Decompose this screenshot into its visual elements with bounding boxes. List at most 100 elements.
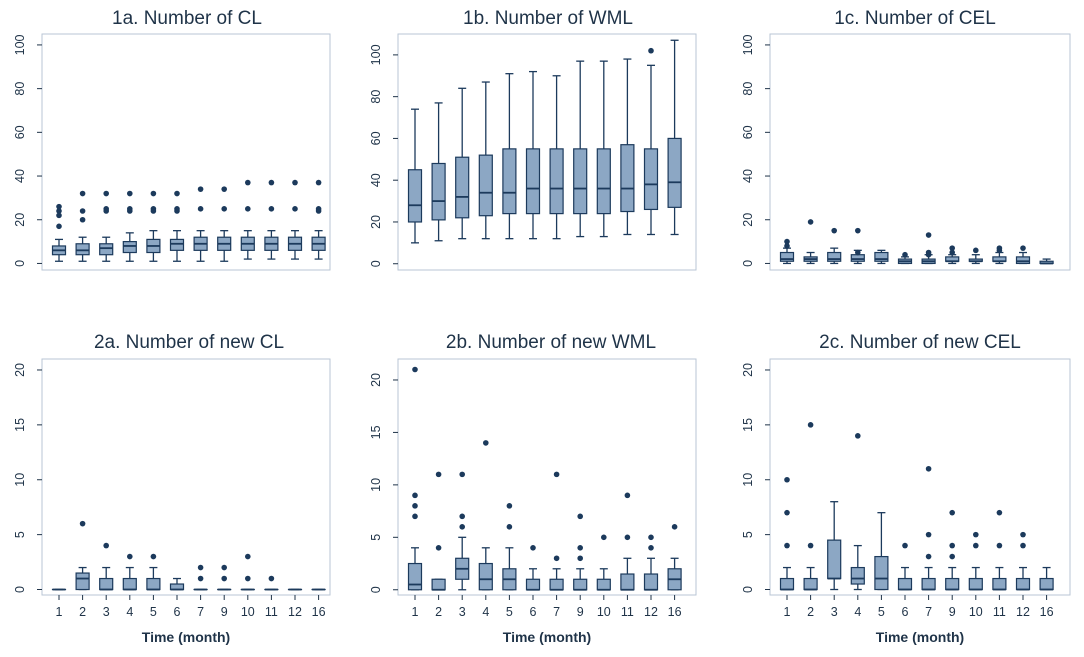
outlier-point — [831, 228, 837, 234]
x-tick-label: 5 — [506, 605, 513, 619]
iqr-box — [946, 579, 959, 590]
y-tick-label: 5 — [741, 531, 755, 538]
outlier-point — [221, 186, 227, 192]
outlier-point — [174, 206, 180, 212]
iqr-box — [781, 579, 794, 590]
outlier-point — [436, 472, 442, 478]
outlier-point — [997, 245, 1003, 251]
outlier-point — [1020, 245, 1026, 251]
x-tick-label: 6 — [902, 605, 909, 619]
iqr-box — [147, 579, 160, 590]
y-tick-label: 15 — [369, 425, 383, 439]
y-tick-label: 0 — [369, 260, 383, 267]
plot-frame — [770, 359, 1070, 595]
x-tick-label: 10 — [597, 605, 611, 619]
outlier-point — [56, 223, 62, 229]
x-tick-label: 7 — [197, 605, 204, 619]
outlier-point — [926, 232, 932, 238]
iqr-box — [409, 564, 422, 590]
outlier-point — [577, 545, 583, 551]
iqr-box — [171, 239, 184, 250]
x-tick-label: 4 — [854, 605, 861, 619]
chart-title: 2c. Number of new CEL — [819, 332, 1021, 353]
y-tick-label: 15 — [13, 418, 27, 432]
box-2 — [432, 579, 445, 589]
y-tick-label: 20 — [369, 373, 383, 387]
chart-title: 1c. Number of CEL — [834, 8, 996, 29]
x-tick-label: 4 — [482, 605, 489, 619]
iqr-box — [574, 579, 587, 589]
outlier-point — [436, 545, 442, 551]
y-tick-label: 100 — [13, 34, 27, 55]
iqr-box — [804, 579, 817, 590]
outlier-point — [1020, 543, 1026, 549]
y-tick-label: 80 — [369, 90, 383, 104]
outlier-point — [855, 250, 861, 256]
outlier-point — [245, 576, 251, 582]
outlier-point — [648, 48, 654, 54]
outlier-point — [784, 477, 790, 483]
x-axis-title: Time (month) — [876, 629, 964, 645]
iqr-box — [1017, 579, 1030, 590]
iqr-box — [828, 540, 841, 578]
iqr-box — [76, 573, 89, 589]
iqr-box — [479, 155, 492, 216]
outlier-point — [926, 466, 932, 472]
chart-title: 1b. Number of WML — [463, 8, 633, 29]
outlier-point — [855, 228, 861, 234]
x-tick-label: 12 — [644, 605, 658, 619]
plot-frame — [42, 34, 330, 270]
outlier-point — [174, 191, 180, 197]
x-tick-label: 3 — [459, 605, 466, 619]
iqr-box — [456, 157, 469, 218]
x-tick-label: 7 — [925, 605, 932, 619]
iqr-box — [503, 149, 516, 214]
x-tick-label: 6 — [174, 605, 181, 619]
chart-title: 2b. Number of new WML — [446, 332, 656, 353]
outlier-point — [412, 514, 418, 520]
outlier-point — [507, 503, 513, 509]
y-tick-label: 20 — [741, 213, 755, 227]
outlier-point — [151, 206, 157, 212]
outlier-point — [997, 510, 1003, 516]
y-tick-label: 15 — [741, 418, 755, 432]
iqr-box — [969, 579, 982, 590]
outlier-point — [973, 543, 979, 549]
iqr-box — [527, 149, 540, 214]
outlier-point — [245, 180, 251, 186]
x-axis-title: Time (month) — [142, 629, 230, 645]
outlier-point — [855, 433, 861, 439]
x-tick-label: 10 — [241, 605, 255, 619]
iqr-box — [851, 255, 864, 262]
iqr-box — [993, 579, 1006, 590]
outlier-point — [902, 252, 908, 258]
outlier-point — [483, 440, 489, 446]
y-tick-label: 10 — [369, 478, 383, 492]
iqr-box — [100, 579, 113, 590]
outlier-point — [198, 186, 204, 192]
outlier-point — [784, 543, 790, 549]
y-tick-label: 0 — [741, 260, 755, 267]
outlier-point — [198, 576, 204, 582]
x-tick-label: 4 — [126, 605, 133, 619]
outlier-point — [949, 510, 955, 516]
y-tick-label: 0 — [13, 260, 27, 267]
outlier-point — [198, 206, 204, 212]
outlier-point — [127, 554, 133, 560]
x-tick-label: 11 — [265, 605, 278, 619]
outlier-point — [292, 206, 298, 212]
y-tick-label: 80 — [13, 82, 27, 96]
outlier-point — [973, 532, 979, 538]
outlier-point — [221, 206, 227, 212]
outlier-point — [80, 217, 86, 223]
iqr-box — [645, 574, 658, 590]
x-tick-label: 9 — [577, 605, 584, 619]
x-tick-label: 3 — [831, 605, 838, 619]
outlier-point — [1020, 532, 1026, 538]
x-tick-label: 12 — [288, 605, 302, 619]
